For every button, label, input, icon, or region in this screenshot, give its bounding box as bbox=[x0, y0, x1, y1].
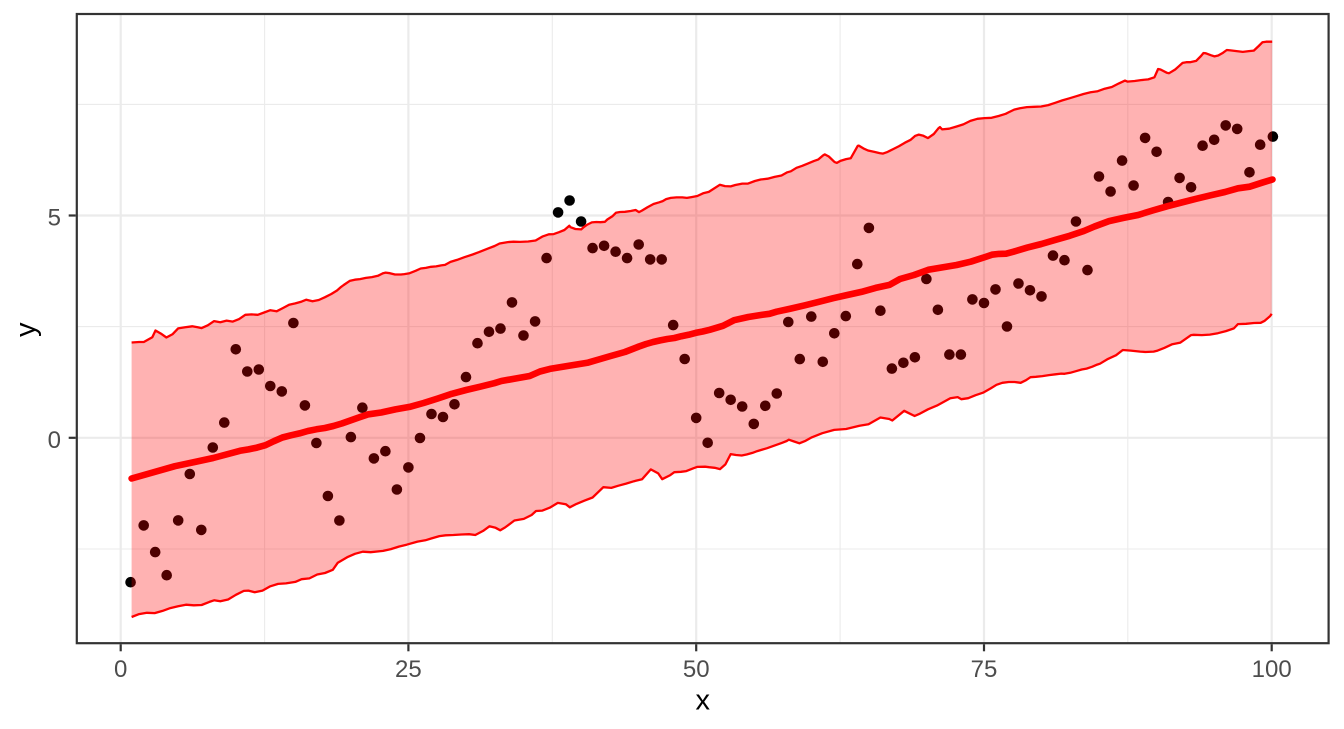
svg-text:25: 25 bbox=[395, 656, 422, 683]
svg-text:y: y bbox=[10, 322, 42, 337]
svg-text:100: 100 bbox=[1252, 656, 1292, 683]
svg-text:0: 0 bbox=[114, 656, 127, 683]
svg-text:0: 0 bbox=[48, 427, 61, 454]
svg-text:75: 75 bbox=[971, 656, 998, 683]
svg-text:x: x bbox=[695, 684, 710, 716]
svg-text:5: 5 bbox=[48, 205, 61, 232]
svg-text:50: 50 bbox=[683, 656, 710, 683]
